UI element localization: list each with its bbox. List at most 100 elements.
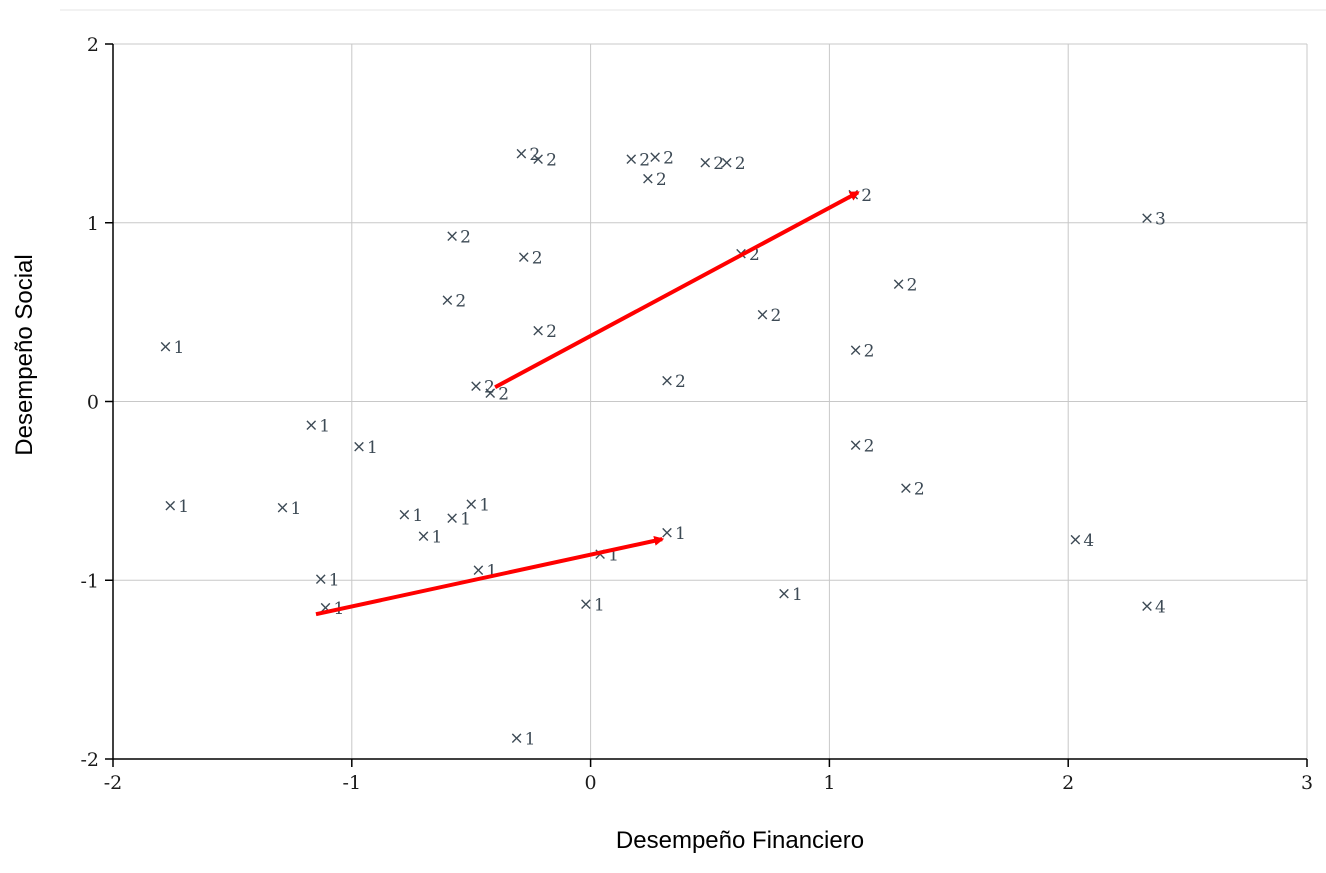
point-label: 1 (525, 730, 536, 750)
data-point: ×1 (352, 437, 378, 458)
point-label: 1 (174, 338, 185, 358)
point-marker: × (1140, 596, 1154, 616)
point-marker: × (483, 384, 497, 404)
point-label: 2 (861, 186, 872, 206)
data-point: ×2 (899, 478, 925, 499)
data-point: ×2 (892, 275, 918, 296)
point-marker: × (509, 729, 523, 749)
point-marker: × (275, 498, 289, 518)
point-label: 1 (479, 495, 490, 515)
point-label: 2 (749, 245, 760, 265)
point-label: 2 (735, 154, 746, 174)
data-point: ×1 (158, 337, 184, 358)
data-point: ×2 (531, 321, 557, 342)
point-label: 2 (532, 249, 543, 269)
point-label: 2 (656, 170, 667, 190)
point-label: 2 (546, 322, 557, 342)
data-point: × 4 (1068, 530, 1094, 551)
point-label: 4 (1083, 531, 1094, 551)
data-point: ×2 (641, 169, 667, 190)
point-marker: × (163, 496, 177, 516)
point-label: 2 (914, 479, 925, 499)
point-label: 2 (529, 145, 540, 165)
data-point: ×2 (517, 248, 543, 269)
data-point: ×2 (531, 149, 557, 170)
data-point: ×2 (660, 371, 686, 392)
point-marker: × (440, 291, 454, 311)
data-point: ×2 (624, 149, 650, 170)
data-point: ×2 (849, 341, 875, 362)
point-label: 1 (319, 417, 330, 437)
x-tick-label: 3 (1301, 772, 1313, 794)
point-label: 2 (864, 342, 875, 362)
point-label: 2 (713, 154, 724, 174)
point-marker: × (464, 494, 478, 514)
data-point: ×1 (579, 594, 605, 615)
x-tick-label: 1 (823, 772, 835, 794)
data-point: ×2 (720, 153, 746, 174)
data-point: ×1 (464, 494, 490, 515)
data-point: ×2 (698, 153, 724, 174)
point-marker: × (777, 584, 791, 604)
point-label: 1 (291, 499, 302, 519)
x-tick-label: 0 (585, 772, 597, 794)
data-point: ×1 (397, 505, 423, 526)
point-label: 1 (594, 595, 605, 615)
data-point: ×2 (440, 291, 466, 312)
data-point: ×1 (304, 416, 330, 437)
data-point: ×1 (509, 729, 535, 750)
point-label: 2 (455, 292, 466, 312)
point-marker: × (397, 505, 411, 525)
point-label: 2 (663, 149, 674, 169)
x-tick-label: -1 (343, 772, 362, 794)
point-label: 1 (329, 570, 340, 590)
y-tick-label: 2 (87, 34, 99, 56)
data-point: ×2 (648, 148, 674, 169)
data-point: ×1 (275, 498, 301, 519)
x-axis-title: Desempeño Financiero (616, 827, 864, 854)
point-marker: × (579, 594, 593, 614)
point-marker: × (304, 416, 318, 436)
data-point: ×1 (777, 584, 803, 605)
point-label: 2 (484, 377, 495, 397)
data-point: ×2 (755, 305, 781, 326)
point-marker: × (158, 337, 172, 357)
x-tick-label: -2 (104, 772, 123, 794)
point-label: 2 (639, 150, 650, 170)
point-marker: × (314, 569, 328, 589)
point-marker: × (517, 248, 531, 268)
point-label: 2 (460, 227, 471, 247)
point-marker: × (531, 149, 545, 169)
point-label: 1 (412, 506, 423, 526)
data-point: ×2 (483, 384, 509, 405)
point-label: 2 (498, 385, 509, 405)
y-tick-label: -2 (80, 749, 99, 771)
point-marker: × (471, 561, 485, 581)
ticks: -2 -1 0 1 2 3 -2 -1 0 1 2 (80, 34, 1313, 794)
point-label: 1 (178, 497, 189, 517)
data-point: ×1 (314, 569, 340, 590)
y-tick-label: -1 (80, 570, 99, 592)
point-label: 1 (675, 524, 686, 544)
grid-lines (113, 43, 1308, 759)
point-marker: × (892, 275, 906, 295)
point-label: 2 (675, 372, 686, 392)
data-points: ×1×1×1×1×1×1×1×1×1×1×1×1×1×1×1×1×1×2×2×2… (158, 144, 1165, 750)
trend-arrow (315, 535, 665, 617)
point-marker: × (531, 321, 545, 341)
point-marker: × (849, 341, 863, 361)
point-marker: × (445, 509, 459, 529)
data-point: × 3 (1140, 208, 1166, 229)
point-marker: × (352, 437, 366, 457)
point-label: 2 (864, 436, 875, 456)
point-marker: × (514, 144, 528, 164)
point-marker: × (849, 435, 863, 455)
point-label: 1 (608, 545, 619, 565)
data-point: ×1 (445, 509, 471, 530)
data-point: ×2 (445, 226, 471, 247)
point-marker: × (648, 148, 662, 168)
point-marker: × (469, 376, 483, 396)
point-marker: × (1140, 208, 1154, 228)
point-marker: × (720, 153, 734, 173)
